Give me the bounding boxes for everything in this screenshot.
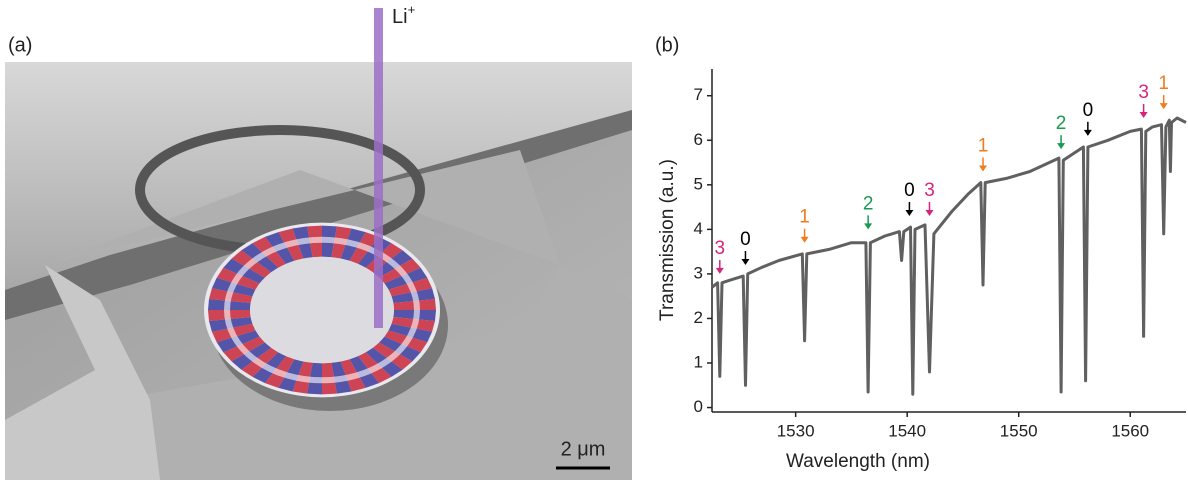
annotation-arrowhead bbox=[1057, 143, 1065, 149]
annotation-arrowhead bbox=[905, 210, 913, 216]
y-tick-label: 3 bbox=[694, 263, 703, 282]
annotation-label: 2 bbox=[1056, 113, 1067, 134]
annotation-label: 3 bbox=[924, 180, 935, 201]
y-axis-label: Transmission (a.u.) bbox=[657, 159, 678, 321]
annotation-label: 0 bbox=[740, 229, 751, 250]
y-tick-label: 4 bbox=[694, 219, 703, 238]
annotation-arrowhead bbox=[1140, 112, 1148, 118]
x-axis-label: Wavelength (nm) bbox=[786, 451, 930, 472]
annotation-label: 2 bbox=[863, 193, 874, 214]
annotation-arrowhead bbox=[801, 237, 809, 243]
y-tick-label: 5 bbox=[694, 174, 703, 193]
transmission-line bbox=[712, 118, 1186, 394]
annotation-arrowhead bbox=[979, 165, 987, 171]
y-tick-label: 2 bbox=[694, 308, 703, 327]
figure: (a) Li+ 2 μm (b) Wavelength (nm) Transmi… bbox=[0, 0, 1188, 480]
scale-label: 2 μm bbox=[561, 438, 606, 460]
x-tick-label: 1540 bbox=[888, 421, 926, 440]
beam-label: Li+ bbox=[392, 2, 415, 28]
annotation-arrowhead bbox=[1160, 103, 1168, 109]
sem-image bbox=[5, 8, 632, 480]
y-tick-label: 0 bbox=[694, 397, 703, 416]
beam-label-sup: + bbox=[408, 2, 416, 17]
x-tick-label: 1560 bbox=[1111, 421, 1149, 440]
annotation-arrowhead bbox=[925, 210, 933, 216]
disk bbox=[204, 223, 440, 398]
disk-center bbox=[250, 257, 394, 364]
x-tick-label: 1530 bbox=[777, 421, 815, 440]
beam-label-text: Li bbox=[392, 6, 408, 28]
y-tick-label: 1 bbox=[694, 352, 703, 371]
annotation-arrowhead bbox=[1084, 130, 1092, 136]
ion-beam bbox=[374, 8, 383, 328]
annotation-label: 3 bbox=[1138, 82, 1149, 103]
y-tick-label: 6 bbox=[694, 130, 703, 149]
annotation-arrowhead bbox=[716, 268, 724, 274]
y-tick-label: 7 bbox=[694, 85, 703, 104]
annotation-label: 3 bbox=[715, 238, 726, 259]
annotation-label: 0 bbox=[1083, 100, 1094, 121]
annotation-label: 1 bbox=[1158, 73, 1169, 94]
annotation-label: 0 bbox=[904, 180, 915, 201]
panel-label: (b) bbox=[655, 34, 679, 56]
annotation-label: 1 bbox=[799, 207, 810, 228]
x-tick-label: 1550 bbox=[1000, 421, 1038, 440]
panel-label: (a) bbox=[8, 34, 32, 56]
annotation-arrowhead bbox=[741, 259, 749, 265]
annotation-label: 1 bbox=[978, 135, 989, 156]
annotation-arrowhead bbox=[864, 223, 872, 229]
